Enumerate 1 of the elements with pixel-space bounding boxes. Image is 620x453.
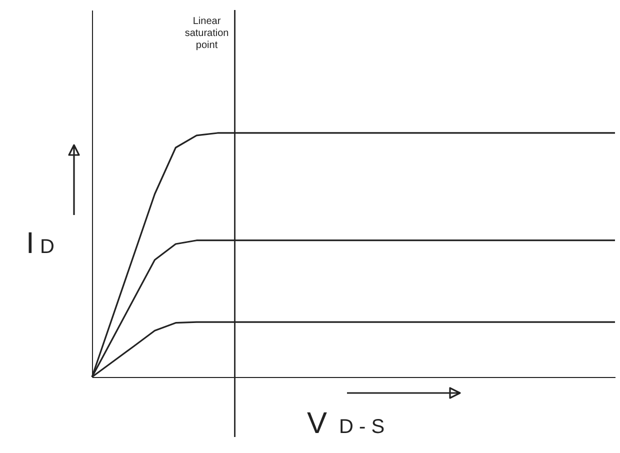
- text: Linear saturation point: [184, 16, 229, 51]
